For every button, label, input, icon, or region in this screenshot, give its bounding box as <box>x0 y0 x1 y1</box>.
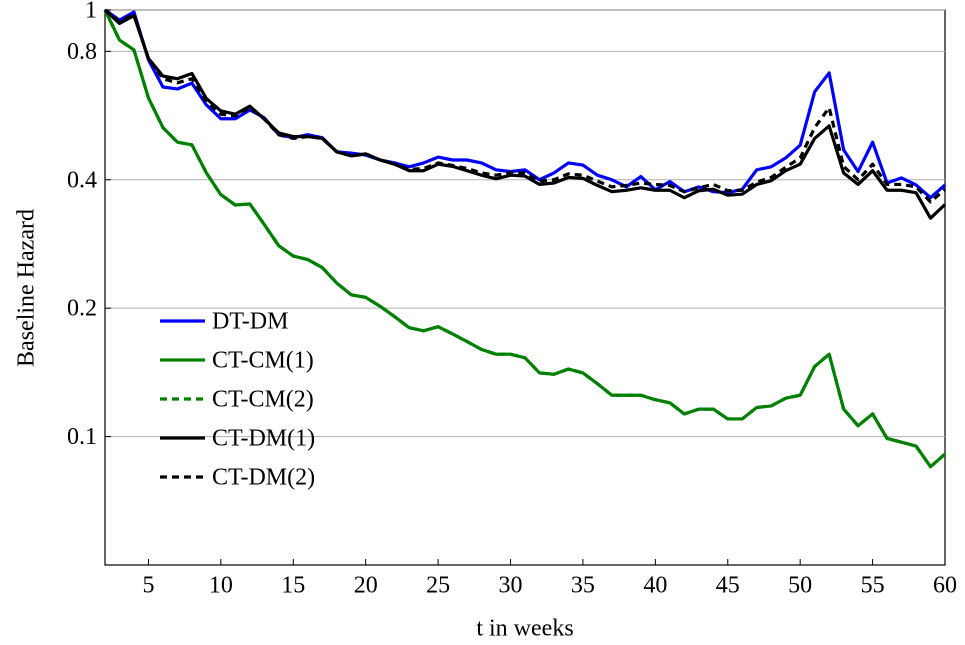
x-tick-label: 60 <box>933 573 957 599</box>
x-tick-label: 5 <box>142 573 154 599</box>
x-tick-label: 25 <box>426 573 450 599</box>
y-tick-label: 0.1 <box>67 424 97 450</box>
y-tick-label: 1 <box>85 0 97 24</box>
x-tick-label: 55 <box>861 573 885 599</box>
x-tick-label: 35 <box>571 573 595 599</box>
y-tick-label: 0.2 <box>67 296 97 322</box>
series-line <box>103 8 947 220</box>
x-tick-label: 15 <box>281 573 305 599</box>
x-tick-label: 30 <box>499 573 523 599</box>
series-line <box>104 8 947 200</box>
legend-label: CT-DM(2) <box>212 465 315 491</box>
x-axis-label: t in weeks <box>476 616 573 642</box>
x-tick-label: 20 <box>354 573 378 599</box>
x-tick-label: 50 <box>788 573 812 599</box>
y-tick-label: 0.8 <box>67 39 97 65</box>
series-line <box>103 9 947 469</box>
legend-label: CT-CM(2) <box>212 387 314 413</box>
x-tick-label: 40 <box>643 573 667 599</box>
y-axis-label: Baseline Hazard <box>14 209 40 367</box>
legend-label: DT-DM <box>212 309 288 335</box>
series-line <box>104 8 947 204</box>
x-tick-label: 45 <box>716 573 740 599</box>
y-tick-label: 0.4 <box>67 167 97 193</box>
legend-label: CT-DM(1) <box>212 426 315 452</box>
legend-label: CT-CM(1) <box>212 348 314 374</box>
x-tick-label: 10 <box>209 573 233 599</box>
